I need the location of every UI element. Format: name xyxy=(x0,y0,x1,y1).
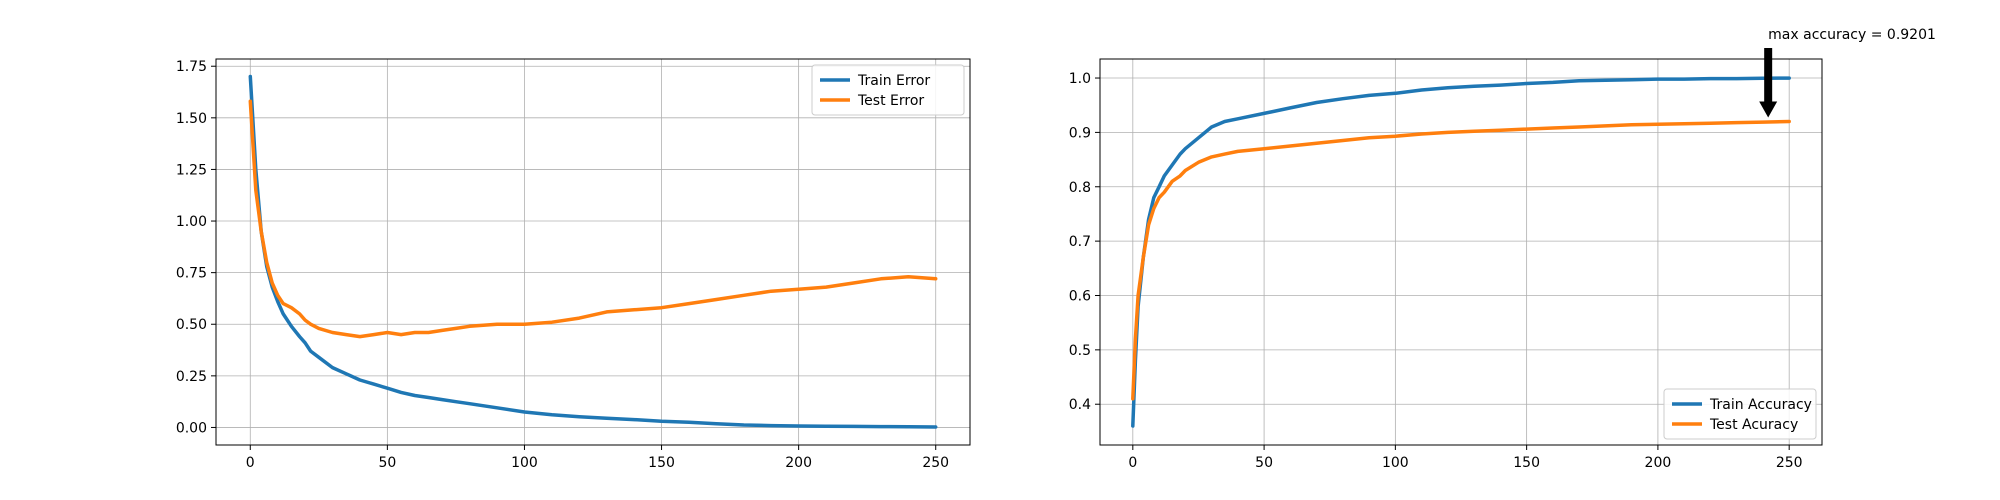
y-tick-label: 0.9 xyxy=(1069,125,1091,141)
annotation-arrow-icon xyxy=(1759,48,1778,118)
y-tick-label: 1.00 xyxy=(176,214,207,230)
y-tick-label: 0.8 xyxy=(1069,180,1091,196)
x-tick-label: 150 xyxy=(648,455,675,471)
max-accuracy-annotation: max accuracy = 0.9201 xyxy=(1759,27,1936,118)
series-line-test-error xyxy=(248,99,938,339)
error-chart-legend: Train Error Test Error xyxy=(811,64,965,116)
legend-label: Train Error xyxy=(857,73,930,89)
x-tick-label: 50 xyxy=(378,455,396,471)
x-tick-label: 50 xyxy=(1255,455,1273,471)
x-tick-label: 200 xyxy=(1645,455,1672,471)
y-tick-label: 0.50 xyxy=(176,317,207,333)
x-tick-label: 0 xyxy=(246,455,255,471)
x-tick-label: 150 xyxy=(1513,455,1540,471)
x-tick-label: 200 xyxy=(785,455,812,471)
accuracy-chart-frame xyxy=(1099,58,1823,446)
accuracy-chart: 0 50 100 150 200 250 0.4 0.5 0.6 0.7 0.8 0.9 1.0 Tra… xyxy=(1069,27,1936,471)
y-tick-label: 1.0 xyxy=(1069,71,1091,87)
x-tick-label: 100 xyxy=(511,455,538,471)
x-tick-label: 0 xyxy=(1128,455,1137,471)
x-tick-label: 100 xyxy=(1382,455,1409,471)
legend-box xyxy=(1663,388,1817,440)
y-tick-label: 1.75 xyxy=(176,59,207,75)
y-tick-label: 0.5 xyxy=(1069,343,1091,359)
legend-box xyxy=(811,64,965,116)
x-tick-label: 250 xyxy=(922,455,949,471)
legend-label: Test Error xyxy=(857,93,924,109)
y-tick-label: 0.00 xyxy=(176,420,207,436)
error-chart-frame xyxy=(215,58,971,446)
error-chart: 0 50 100 150 200 250 0.00 0.25 0.50 0.75 1.00 1.25 1… xyxy=(176,58,971,471)
accuracy-chart-grid xyxy=(1100,59,1822,445)
y-tick-label: 0.4 xyxy=(1069,397,1091,413)
max-accuracy-annotation-text: max accuracy = 0.9201 xyxy=(1768,27,1936,43)
error-chart-ticks: 0 50 100 150 200 250 0.00 0.25 0.50 0.75 1.00 1.25 1… xyxy=(176,59,949,471)
y-tick-label: 0.7 xyxy=(1069,234,1091,250)
y-tick-label: 0.75 xyxy=(176,266,207,282)
legend-label: Test Acuracy xyxy=(1709,417,1798,433)
accuracy-chart-legend: Train Accuracy Test Acuracy xyxy=(1663,388,1817,440)
series-line-train-error xyxy=(248,74,938,429)
accuracy-chart-series xyxy=(1131,76,1791,428)
legend-label: Train Accuracy xyxy=(1709,397,1812,413)
y-tick-label: 1.50 xyxy=(176,111,207,127)
series-line-train-accuracy xyxy=(1131,76,1791,428)
y-tick-label: 1.25 xyxy=(176,162,207,178)
accuracy-chart-ticks: 0 50 100 150 200 250 0.4 0.5 0.6 0.7 0.8 0.9 1.0 xyxy=(1069,71,1803,471)
error-chart-series xyxy=(248,74,938,429)
series-line-test-acuracy xyxy=(1131,119,1791,401)
x-tick-label: 250 xyxy=(1776,455,1803,471)
y-tick-label: 0.25 xyxy=(176,369,207,385)
y-tick-label: 0.6 xyxy=(1069,288,1091,304)
